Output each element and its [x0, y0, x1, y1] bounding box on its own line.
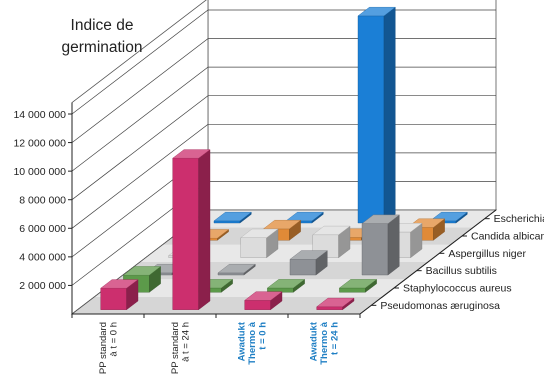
y-tick-label: 2 000 000 [19, 280, 66, 292]
bar [357, 6, 396, 224]
legend-label: Aspergillus niger [448, 248, 526, 260]
bar [217, 263, 256, 276]
bar-top [357, 6, 396, 17]
bar-top [122, 266, 162, 276]
y-axis-title-text: Indice de germination [62, 17, 143, 56]
bar-front [100, 288, 127, 310]
x-tick-label-line: Awadukt [237, 321, 248, 361]
bar [213, 211, 252, 224]
bar-top [266, 279, 306, 289]
bar-top [172, 149, 211, 159]
bar-top [312, 225, 351, 236]
y-axis-title: Indice de germination [62, 17, 143, 56]
bar-top [217, 264, 256, 274]
bar-front [244, 300, 271, 310]
bar-top [316, 297, 355, 307]
back-wall [207, 0, 497, 211]
x-tick-label: PP standardà t = 24 h [170, 322, 192, 374]
floor-row [72, 296, 383, 314]
x-tick-label-line: à t = 0 h [108, 322, 119, 357]
x-tick-label: PP standardà t = 0 h [98, 322, 120, 374]
x-tick-label-line: Thermo à [319, 321, 330, 364]
y-tick-label: 10 000 000 [13, 166, 66, 178]
y-axis: 2 000 000 4 000 000 6 000 000 8 000 000 10 0… [13, 102, 73, 314]
bar [361, 214, 400, 276]
y-tick-label: 12 000 000 [13, 137, 66, 149]
bar-side [387, 214, 400, 276]
legend-label: Candida albicans [471, 231, 544, 243]
depth-axis-line [359, 209, 497, 315]
x-tick-label-line: t = 0 h [258, 322, 269, 350]
bar-top [361, 214, 400, 224]
x-tick-label-line: à t = 24 h [180, 322, 191, 362]
bar-front [289, 259, 317, 276]
bar-front [172, 157, 199, 310]
y-tick-label: 4 000 000 [19, 252, 66, 264]
legend: Pseudomonas æruginosa Staphylococcus aure… [359, 209, 544, 315]
bar-top [262, 219, 302, 230]
y-axis-title-line: germination [62, 39, 143, 56]
bar-side [383, 6, 396, 224]
legend-label: Staphylococcus aureus [403, 283, 512, 295]
bar-top [240, 228, 279, 238]
bar-top [289, 250, 328, 260]
x-tick-label-line: PP standard [98, 322, 109, 374]
x-axis: PP standardà t = 0 h PP standardà t = 24 … [71, 313, 361, 374]
x-tick-label-line: t = 24 h [330, 322, 341, 355]
bar-front [339, 287, 366, 293]
y-tick-label: 8 000 000 [19, 195, 66, 207]
x-tick-label: AwaduktThermo àt = 0 h [237, 321, 269, 365]
bar [172, 149, 211, 311]
legend-label: Pseudomonas æruginosa [380, 300, 500, 312]
x-tick-label-line: Awadukt [309, 321, 320, 361]
y-tick-label: 14 000 000 [13, 109, 66, 121]
legend-label: Bacillus subtilis [426, 265, 497, 277]
bar-side [198, 149, 211, 311]
legend-label: Escherichia coli [494, 213, 544, 225]
gridline [71, 9, 496, 115]
y-tick-label: 6 000 000 [19, 223, 66, 235]
bar-top [285, 211, 324, 222]
bar-front [213, 220, 241, 224]
bar [338, 278, 378, 293]
bar-front [361, 223, 389, 276]
bar [289, 250, 328, 276]
x-tick-label-line: Thermo à [247, 321, 258, 364]
bar [240, 228, 279, 259]
bar-top [338, 279, 378, 289]
bar-front [217, 272, 245, 276]
bar-front [316, 306, 343, 310]
bar [266, 278, 306, 293]
x-tick-label: AwaduktThermo àt = 24 h [309, 321, 341, 365]
gridline [71, 38, 496, 143]
gridline [71, 123, 496, 229]
bar [100, 279, 139, 311]
bar-top [244, 291, 283, 301]
chart-bars [100, 6, 468, 311]
bar [244, 291, 283, 311]
bar-front [357, 15, 385, 224]
gridline [71, 95, 496, 200]
bar-top [213, 211, 252, 222]
y-axis-title-line: Indice de [71, 17, 134, 34]
bar-front [240, 237, 267, 258]
bar [312, 225, 351, 259]
bar-top [100, 279, 139, 289]
bar [316, 297, 355, 311]
x-tick-label-line: PP standard [170, 322, 181, 374]
floor-row [94, 279, 406, 297]
gridline [71, 66, 496, 172]
